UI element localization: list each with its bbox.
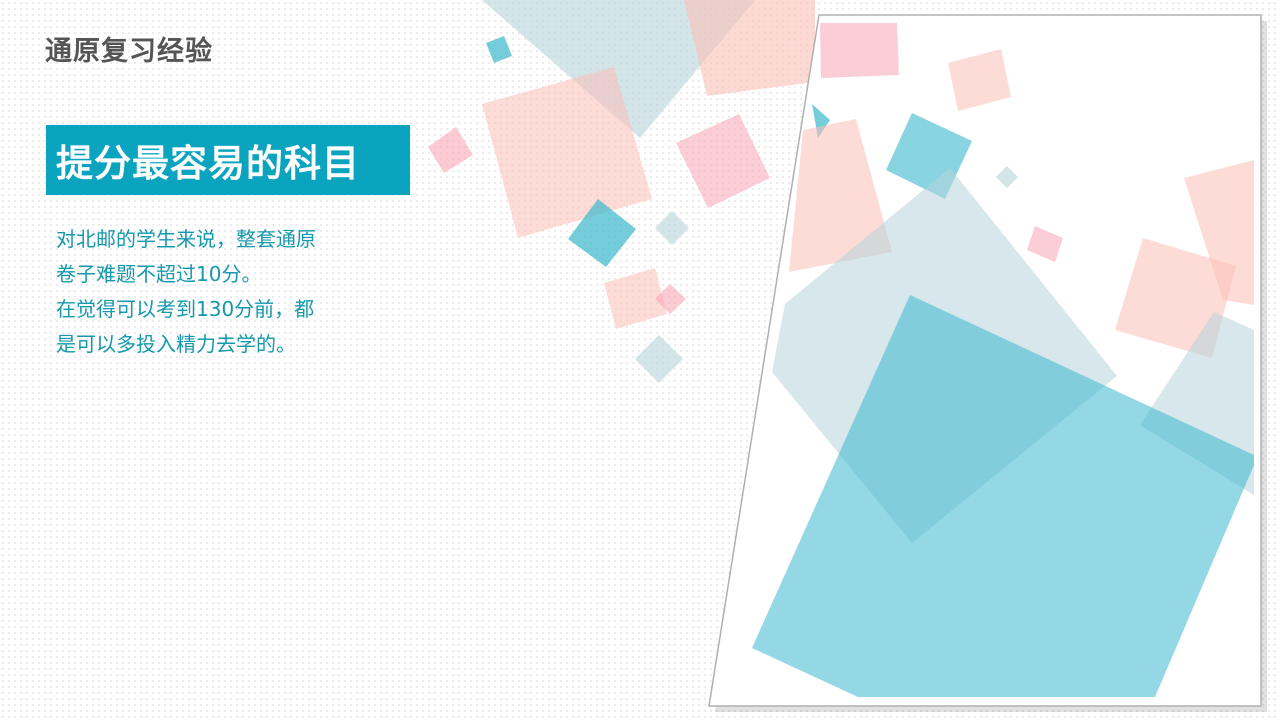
teal-square-shape <box>568 199 636 267</box>
gray-teal-square-shape <box>482 0 755 138</box>
gray-teal-diamond-shape <box>655 211 689 245</box>
salmon-square-shape <box>684 0 815 96</box>
pink-square-shape <box>676 114 770 208</box>
pink-diamond-shape <box>655 284 686 314</box>
body-paragraph: 对北邮的学生来说，整套通原 卷子难题不超过10分。 在觉得可以考到130分前，都… <box>56 222 396 362</box>
gray-teal-diamond-shape <box>996 166 1018 188</box>
teal-triangle-shape <box>812 104 830 138</box>
headline-banner: 提分最容易的科目 <box>46 125 410 195</box>
headline-text: 提分最容易的科目 <box>56 142 360 185</box>
salmon-square-shape <box>1184 160 1254 305</box>
salmon-square-shape <box>604 268 667 329</box>
body-line: 卷子难题不超过10分。 <box>56 262 262 286</box>
salmon-square-shape <box>1115 238 1236 358</box>
pink-square-shape <box>820 23 899 78</box>
pink-diamond-shape <box>1027 226 1063 262</box>
salmon-square-shape <box>482 67 652 238</box>
teal-large-pentagon-shape <box>752 295 1254 697</box>
page-title: 通原复习经验 <box>45 36 213 67</box>
pink-diamond-shape <box>428 127 473 173</box>
gray-teal-diamond-shape <box>635 335 683 383</box>
body-line: 是可以多投入精力去学的。 <box>56 332 296 356</box>
salmon-square-shape <box>948 49 1011 111</box>
teal-square-shape <box>886 113 972 199</box>
body-line: 在觉得可以考到130分前，都 <box>56 297 315 321</box>
picture-frame-shadow <box>715 21 1267 712</box>
salmon-trapezoid-shape <box>789 119 892 272</box>
gray-teal-large-hexagon-shape <box>772 168 1117 543</box>
gray-teal-square-shape <box>1140 312 1254 495</box>
picture-frame <box>708 14 1262 707</box>
teal-diamond-shape <box>486 36 512 63</box>
body-line: 对北邮的学生来说，整套通原 <box>56 227 316 251</box>
